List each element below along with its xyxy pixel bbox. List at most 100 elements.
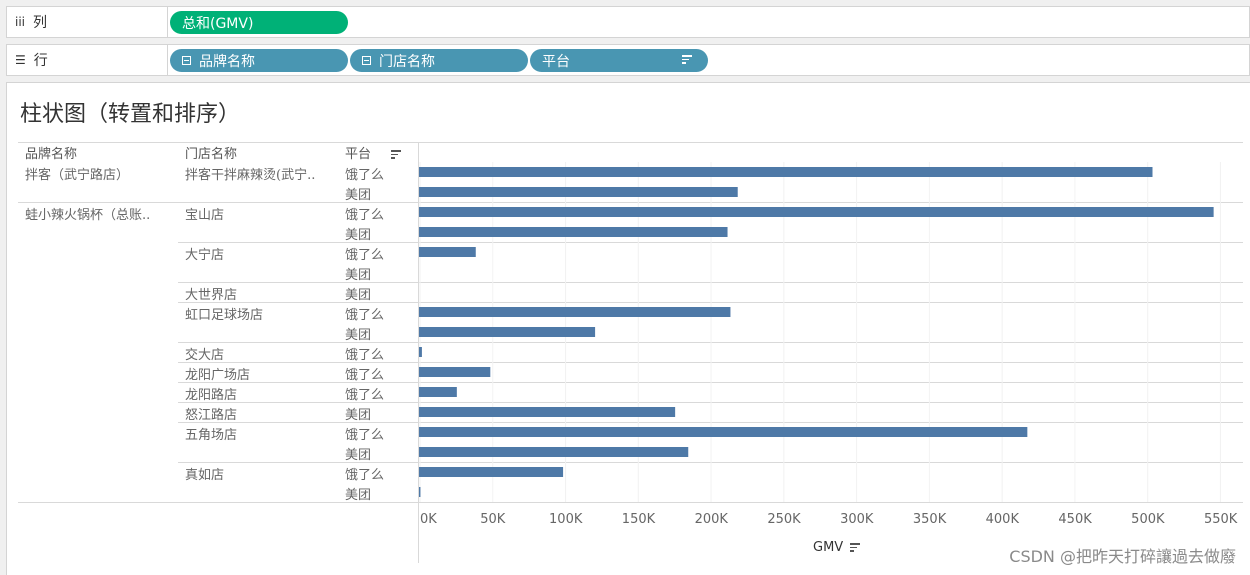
platform-cell: 饿了么: [345, 248, 385, 263]
x-tick-label: 250K: [767, 512, 801, 527]
group-separator: [178, 362, 1243, 363]
x-tick-label: 200K: [694, 512, 728, 527]
x-tick-label: 100K: [549, 512, 583, 527]
collapse-icon: [362, 56, 371, 65]
dimension-pill-store[interactable]: 门店名称: [350, 49, 528, 72]
sort-icon[interactable]: [391, 150, 402, 159]
platform-cell: 饿了么: [345, 208, 385, 223]
bar[interactable]: [419, 167, 1153, 177]
platform-cell: 饿了么: [345, 308, 385, 323]
x-tick-label: 150K: [621, 512, 656, 527]
chart-title: 柱状图（转置和排序）: [20, 102, 241, 127]
sort-icon[interactable]: [682, 55, 692, 66]
store-name-cell: 大世界店: [185, 288, 238, 303]
group-separator: [178, 302, 1243, 303]
store-name-cell: 交大店: [185, 348, 225, 363]
x-tick-label: 400K: [985, 512, 1019, 527]
group-separator: [178, 242, 1243, 243]
columns-shelf: iii 列 总和(GMV): [6, 6, 1250, 38]
x-tick-label: 550K: [1203, 512, 1238, 527]
bar[interactable]: [419, 387, 457, 397]
table-bottom-line: [18, 502, 1243, 503]
store-name-cell: 怒江路店: [185, 408, 238, 423]
brand-name-cell: 蛙小辣火锅杯（总账..: [25, 208, 151, 223]
pill-label: 品牌名称: [199, 53, 255, 70]
group-separator: [178, 422, 1243, 423]
platform-cell: 美团: [345, 268, 372, 283]
x-tick-label: 0K: [420, 512, 437, 527]
dimension-pill-platform[interactable]: 平台: [530, 49, 708, 72]
header-platform-label: 平台: [345, 147, 372, 162]
bar[interactable]: [419, 447, 689, 457]
columns-shelf-label: iii 列: [7, 7, 167, 37]
group-separator: [178, 342, 1243, 343]
shelf-divider: [167, 7, 168, 37]
rows-label-text: 行: [33, 53, 48, 69]
group-separator: [178, 462, 1243, 463]
watermark: CSDN @把昨天打碎讓過去做廢: [1009, 547, 1236, 566]
store-name-cell: 虹口足球场店: [185, 308, 264, 323]
pill-label: 平台: [542, 53, 570, 70]
x-tick-label: 50K: [480, 512, 506, 527]
platform-cell: 美团: [345, 288, 372, 303]
store-name-cell: 拌客干拌麻辣烫(武宁..: [185, 168, 316, 183]
bar-chart: [419, 162, 1221, 502]
x-tick-label: 500K: [1131, 512, 1165, 527]
store-name-cell: 宝山店: [185, 208, 225, 223]
x-axis-title-text: GMV: [813, 540, 844, 555]
columns-icon: iii: [15, 15, 26, 29]
x-axis-title[interactable]: GMV: [813, 540, 861, 555]
bar[interactable]: [419, 347, 422, 357]
shelf-divider: [167, 45, 168, 75]
pill-label: 总和(GMV): [182, 15, 254, 32]
bar[interactable]: [419, 467, 564, 477]
bar[interactable]: [419, 407, 676, 417]
rows-shelf: ☰ 行 品牌名称 门店名称 平台: [6, 44, 1250, 76]
bar[interactable]: [419, 307, 731, 317]
store-name-cell: 龙阳路店: [185, 388, 238, 403]
bar[interactable]: [419, 187, 738, 197]
platform-cell: 美团: [345, 228, 372, 243]
platform-cell: 饿了么: [345, 468, 385, 483]
bar[interactable]: [419, 247, 476, 257]
platform-cell: 饿了么: [345, 348, 385, 363]
bar[interactable]: [419, 487, 421, 497]
header-store[interactable]: 门店名称: [185, 147, 238, 162]
bar[interactable]: [419, 367, 491, 377]
rows-shelf-label: ☰ 行: [7, 45, 167, 75]
worksheet-canvas: [6, 82, 1250, 575]
header-line: [418, 142, 1243, 143]
platform-cell: 饿了么: [345, 388, 385, 403]
x-tick-label: 350K: [912, 512, 947, 527]
platform-cell: 美团: [345, 488, 372, 503]
plot-left-border: [418, 142, 419, 563]
group-separator: [178, 382, 1243, 383]
store-name-cell: 五角场店: [185, 428, 238, 443]
platform-cell: 饿了么: [345, 428, 385, 443]
store-name-cell: 大宁店: [185, 248, 225, 263]
dimension-pill-brand[interactable]: 品牌名称: [170, 49, 348, 72]
bar[interactable]: [419, 207, 1214, 217]
x-tick-label: 300K: [840, 512, 874, 527]
collapse-icon: [182, 56, 191, 65]
platform-cell: 饿了么: [345, 368, 385, 383]
store-name-cell: 真如店: [185, 468, 225, 483]
columns-label-text: 列: [33, 15, 48, 31]
bar[interactable]: [419, 227, 728, 237]
rows-icon: ☰: [15, 53, 26, 67]
measure-pill-gmv[interactable]: 总和(GMV): [170, 11, 348, 34]
header-brand[interactable]: 品牌名称: [25, 147, 78, 162]
group-separator: [178, 282, 1243, 283]
brand-name-cell: 拌客（武宁路店）: [25, 168, 130, 183]
store-name-cell: 龙阳广场店: [185, 368, 251, 383]
group-separator: [18, 202, 1243, 203]
sort-icon[interactable]: [850, 543, 861, 552]
header-platform[interactable]: 平台: [345, 143, 402, 162]
group-separator: [178, 402, 1243, 403]
bar[interactable]: [419, 427, 1028, 437]
bar[interactable]: [419, 327, 596, 337]
x-tick-label: 450K: [1058, 512, 1092, 527]
platform-cell: 美团: [345, 448, 372, 463]
platform-cell: 美团: [345, 328, 372, 343]
platform-cell: 饿了么: [345, 168, 385, 183]
